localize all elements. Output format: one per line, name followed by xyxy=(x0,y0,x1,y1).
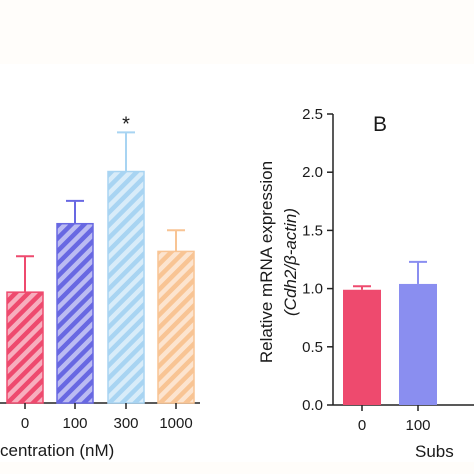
panel-a-x-tick-label: 1000 xyxy=(159,415,192,432)
panel-b-letter: B xyxy=(373,113,387,136)
top-band xyxy=(0,0,474,64)
panel-b-y-tick-label: 0.0 xyxy=(302,397,323,414)
panel-a-chart: 0 100 300 1000 * centration (nM) xyxy=(0,113,200,460)
panel-b-bar-0 xyxy=(343,289,381,405)
panel-a-x-tick-label: 300 xyxy=(113,415,138,432)
panel-a-significance-star: * xyxy=(122,113,130,135)
panel-a-bar-100 xyxy=(56,222,94,404)
panel-b-x-tick-label: 100 xyxy=(405,417,430,434)
panel-b-bar-100 xyxy=(399,283,437,405)
panel-b-y-tick-label: 0.5 xyxy=(302,339,323,356)
panel-b-y-axis-subtitle: (Cdh2/β-actin) xyxy=(281,208,300,316)
panel-a-bar-0 xyxy=(6,291,44,404)
panel-b-chart: 0.0 0.5 1.0 1.5 2.0 2.5 0 100 B Relative mRNA … xyxy=(257,106,474,461)
panel-b-y-tick-label: 1.0 xyxy=(302,281,323,298)
panel-b-x-axis-title: Subs xyxy=(415,442,454,461)
panel-a-x-axis-title: centration (nM) xyxy=(0,441,114,460)
panel-b-y-tick-label: 1.5 xyxy=(302,222,323,239)
panel-b-y-tick-label: 2.0 xyxy=(302,164,323,181)
panel-a-x-tick-label: 100 xyxy=(62,415,87,432)
bottom-band xyxy=(0,462,474,474)
panel-a-bar-300 xyxy=(107,170,145,404)
panel-b-y-tick-label: 2.5 xyxy=(302,106,323,123)
panel-a-bar-1000 xyxy=(157,250,195,404)
panel-b-y-axis-title: Relative mRNA expression xyxy=(257,161,276,363)
panel-b-x-tick-label: 0 xyxy=(358,417,366,434)
panel-a-x-tick-label: 0 xyxy=(21,415,29,432)
